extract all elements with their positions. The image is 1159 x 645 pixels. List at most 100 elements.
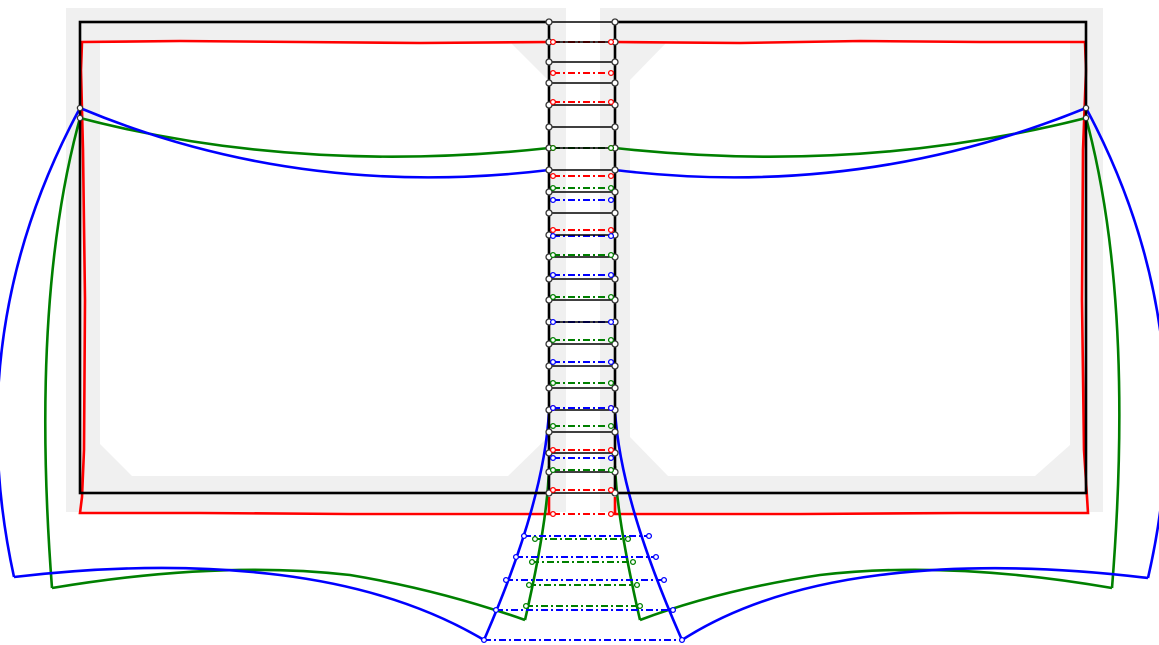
green-right-side [1084, 117, 1121, 589]
link-end-marker [607, 318, 615, 326]
link-end-marker [607, 466, 615, 474]
blue-left-bottom [13, 566, 485, 642]
link-end-marker [549, 466, 557, 474]
link-end-marker [549, 336, 557, 344]
green-left-bottom [51, 568, 526, 622]
link-end-marker [607, 404, 615, 412]
node-marker [545, 18, 553, 26]
node-marker [545, 362, 553, 370]
link-end-marker [549, 422, 557, 430]
link-end-marker [549, 454, 557, 462]
node-marker [611, 362, 619, 370]
link-end-marker [549, 251, 557, 259]
link-end-marker [607, 336, 615, 344]
link-end-marker [607, 98, 615, 106]
node-marker [545, 58, 553, 66]
link-end-marker [531, 535, 539, 543]
link-end-marker [678, 636, 686, 644]
green-deformed-shape [43, 116, 1121, 622]
node-marker [611, 209, 619, 217]
link-end-marker [549, 379, 557, 387]
shaded-panels [66, 8, 1103, 512]
link-end-marker [607, 226, 615, 234]
link-end-marker [633, 581, 641, 589]
node-marker [545, 166, 553, 174]
node-marker [545, 123, 553, 131]
node-marker [611, 275, 619, 283]
red-right-frame [613, 39, 1090, 516]
corner-node-marker [1082, 104, 1090, 112]
green-right-bottom [639, 568, 1113, 622]
link-end-marker [607, 293, 615, 301]
link-end-marker [549, 38, 557, 46]
link-end-marker [607, 510, 615, 518]
green-left-side [43, 117, 82, 589]
blue-right-side [1084, 107, 1159, 579]
link-end-marker [607, 251, 615, 259]
blue-right-top [614, 106, 1087, 179]
link-end-marker [607, 379, 615, 387]
link-end-marker [520, 532, 528, 540]
node-marker [611, 123, 619, 131]
link-end-marker [549, 184, 557, 192]
node-marker [545, 340, 553, 348]
node-marker [611, 188, 619, 196]
link-end-marker [522, 602, 530, 610]
link-end-marker [669, 606, 677, 614]
link-end-marker [607, 358, 615, 366]
link-end-marker [549, 69, 557, 77]
blue-left-side [0, 107, 82, 578]
right-panel-outline [613, 20, 1088, 495]
link-end-marker [492, 606, 500, 614]
link-end-marker [607, 38, 615, 46]
node-marker [545, 209, 553, 217]
node-marker [611, 58, 619, 66]
link-end-marker [528, 558, 536, 566]
link-end-marker [607, 271, 615, 279]
link-end-marker [607, 422, 615, 430]
link-end-marker [549, 144, 557, 152]
blue-right-bottom [681, 566, 1149, 642]
red-left-frame [78, 39, 551, 516]
left-panel-outline [78, 20, 551, 495]
link-end-marker [480, 636, 488, 644]
link-end-marker [660, 576, 668, 584]
green-right-top [614, 116, 1087, 158]
node-marker [611, 79, 619, 87]
link-end-marker [512, 553, 520, 561]
link-end-marker [607, 196, 615, 204]
link-end-marker [624, 535, 632, 543]
link-end-marker [549, 293, 557, 301]
node-marker [545, 275, 553, 283]
node-marker [611, 384, 619, 392]
node-marker [545, 428, 553, 436]
blue-left-leg [482, 409, 551, 641]
blue-left-top [79, 106, 550, 179]
link-end-marker [525, 581, 533, 589]
corner-node-marker [76, 114, 84, 122]
link-end-marker [502, 576, 510, 584]
link-end-marker [549, 232, 557, 240]
link-end-marker [652, 553, 660, 561]
link-end-marker [549, 510, 557, 518]
corner-node-marker [1082, 114, 1090, 122]
link-end-marker [607, 172, 615, 180]
link-end-marker [549, 271, 557, 279]
link-end-marker [607, 446, 615, 454]
node-marker [545, 188, 553, 196]
link-end-marker [549, 486, 557, 494]
link-end-marker [607, 486, 615, 494]
link-end-marker [549, 446, 557, 454]
node-markers [76, 18, 1090, 644]
link-end-marker [607, 144, 615, 152]
link-end-marker [607, 184, 615, 192]
link-end-marker [549, 98, 557, 106]
right-panel-shading [600, 8, 1103, 512]
link-end-marker [549, 196, 557, 204]
link-end-marker [549, 404, 557, 412]
node-marker [611, 18, 619, 26]
node-marker [611, 428, 619, 436]
node-marker [545, 79, 553, 87]
